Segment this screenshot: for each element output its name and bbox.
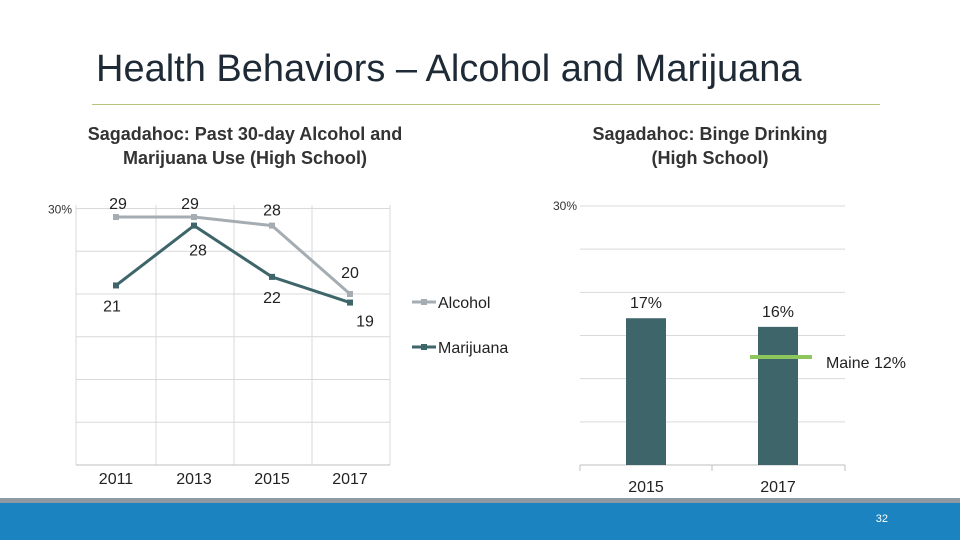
bar-2015 <box>626 318 666 465</box>
alcohol-legend-marker <box>421 299 427 305</box>
footer-bar: 32 <box>0 498 960 540</box>
bar-value-label-2017: 16% <box>762 304 794 321</box>
alcohol-line <box>116 215 351 296</box>
alcohol-label-2011: 29 <box>109 196 127 213</box>
alcohol-label-2015: 28 <box>263 203 281 220</box>
alcohol-label-2013: 29 <box>181 196 199 213</box>
alcohol-point-2013 <box>191 214 197 221</box>
maine-reference-label: Maine 12% <box>826 355 906 372</box>
alcohol-label-2017: 20 <box>341 265 359 282</box>
alcohol-point-2015 <box>269 222 275 229</box>
marijuana-label-2013: 28 <box>189 243 207 260</box>
x-tick-label-2013: 2013 <box>176 471 212 488</box>
marijuana-label-2011: 21 <box>103 298 121 315</box>
marijuana-line <box>115 223 351 304</box>
marijuana-point-2015 <box>269 273 275 280</box>
marijuana-point-2011 <box>113 282 119 289</box>
y-tick-label: 30% <box>48 203 72 217</box>
bar-y-tick-label: 30% <box>553 199 577 213</box>
page-number: 32 <box>875 513 888 525</box>
line-chart-title: Sagadahoc: Past 30-day Alcohol and Marij… <box>87 124 403 168</box>
alcohol-point-2011 <box>113 214 119 221</box>
x-tick-label-2015: 2015 <box>254 471 290 488</box>
bar-chart-title: Sagadahoc: Binge Drinking (High School) <box>592 124 828 168</box>
marijuana-label-2015: 22 <box>263 290 281 307</box>
marijuana-point-2017 <box>347 299 353 306</box>
alcohol-point-2017 <box>347 291 353 297</box>
marijuana-legend-marker <box>421 344 427 350</box>
bar-x-label-2015: 2015 <box>628 479 664 496</box>
marijuana-point-2013 <box>191 222 197 229</box>
x-tick-label-2011: 2011 <box>99 471 134 488</box>
x-tick-label-2017: 2017 <box>332 471 368 488</box>
alcohol-legend-label: Alcohol <box>438 295 490 312</box>
slide-title: Health Behaviors – Alcohol and Marijuana <box>96 48 802 90</box>
marijuana-label-2017: 19 <box>356 314 374 331</box>
bar-2017 <box>758 326 798 465</box>
marijuana-legend-label: Marijuana <box>438 340 508 357</box>
title-divider <box>92 104 880 105</box>
bar-value-label-2015: 17% <box>630 295 662 312</box>
bar-x-label-2017: 2017 <box>760 479 796 496</box>
